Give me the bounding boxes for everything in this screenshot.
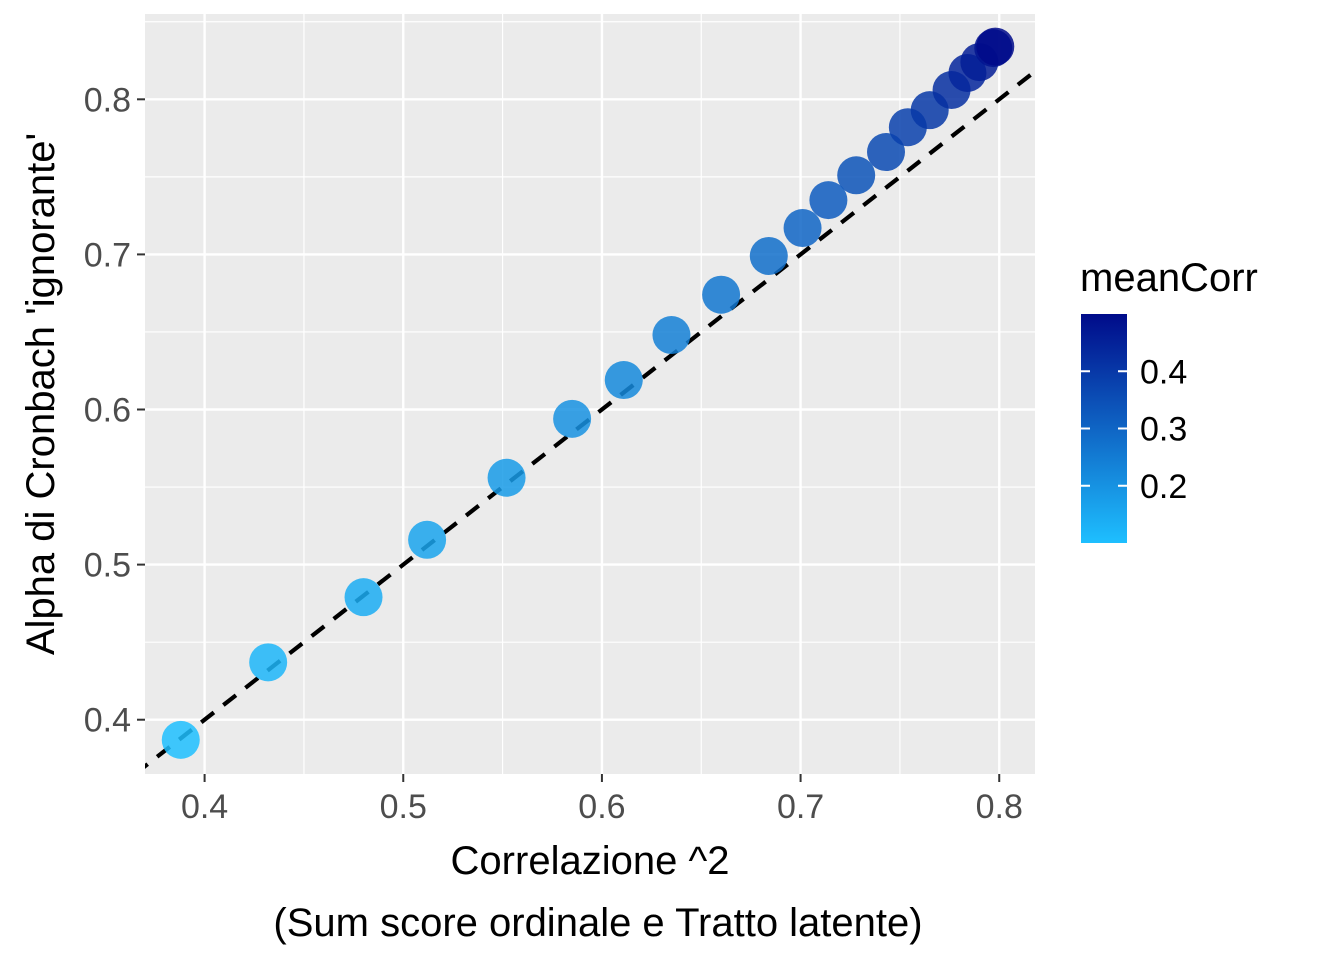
data-point <box>487 458 526 497</box>
x-axis-title: Correlazione ^2 <box>451 839 730 883</box>
x-axis-title-line2: (Sum score ordinale e Tratto latente) <box>273 901 922 945</box>
color-legend: meanCorr 0.2 0.3 0.4 <box>1080 256 1258 543</box>
data-point <box>837 156 876 195</box>
data-point <box>161 720 200 759</box>
x-tick-label: 0.7 <box>777 788 824 826</box>
y-axis: 0.4 0.5 0.6 0.7 0.8 <box>84 81 145 740</box>
data-point <box>604 361 643 400</box>
data-point <box>749 236 788 275</box>
major-gridlines <box>145 14 1035 774</box>
legend-tick-label: 0.2 <box>1140 468 1187 506</box>
legend-tick-label: 0.4 <box>1140 353 1187 391</box>
y-tick-label: 0.4 <box>84 702 131 740</box>
legend-tick-label: 0.3 <box>1140 411 1187 449</box>
x-tick-label: 0.4 <box>181 788 228 826</box>
data-point <box>867 133 906 172</box>
y-tick-label: 0.8 <box>84 81 131 119</box>
points-layer <box>161 27 1015 759</box>
legend-title: meanCorr <box>1080 256 1258 300</box>
data-point <box>408 520 447 559</box>
y-axis-title: Alpha di Cronbach 'ignorante' <box>19 133 63 655</box>
data-point <box>344 578 383 617</box>
x-tick-label: 0.5 <box>380 788 427 826</box>
x-tick-label: 0.8 <box>976 788 1023 826</box>
data-point <box>249 643 288 682</box>
data-point <box>652 316 691 355</box>
data-point <box>809 181 848 220</box>
data-point <box>702 275 741 314</box>
legend-ticks: 0.2 0.3 0.4 <box>1081 353 1187 506</box>
y-tick-label: 0.5 <box>84 547 131 585</box>
data-point <box>976 27 1015 66</box>
y-tick-label: 0.6 <box>84 392 131 430</box>
x-axis: 0.4 0.5 0.6 0.7 0.8 <box>181 774 1023 826</box>
y-tick-label: 0.7 <box>84 236 131 274</box>
data-point <box>783 209 822 248</box>
data-point <box>553 399 592 438</box>
x-tick-label: 0.6 <box>578 788 625 826</box>
